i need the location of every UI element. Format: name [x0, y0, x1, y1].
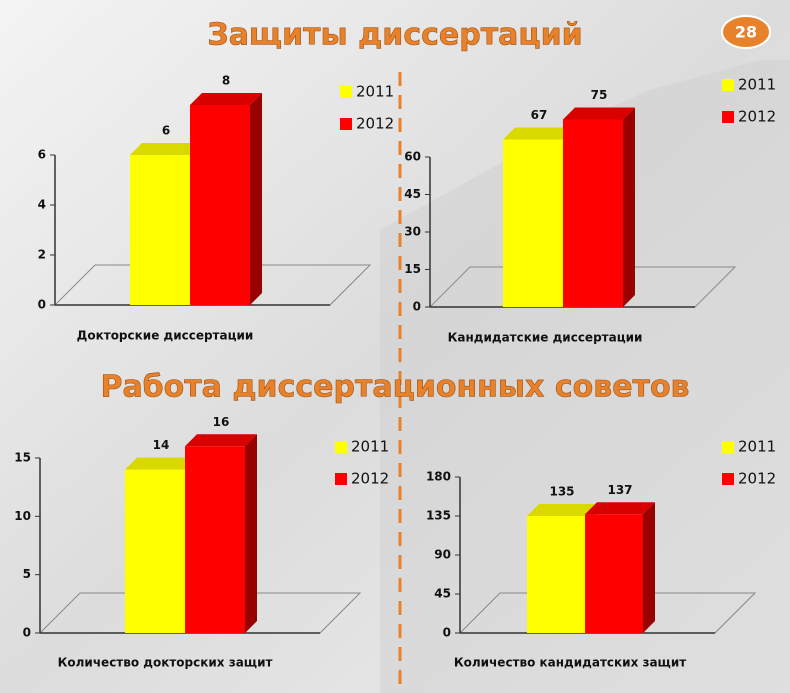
- page-number: 28: [735, 23, 757, 42]
- y-tick-label: 0: [413, 300, 421, 314]
- bar-top: [190, 93, 262, 105]
- legend-label: 2011: [356, 83, 394, 101]
- value-label: 137: [607, 483, 632, 497]
- x-category-label: Кандидатские диссертации: [448, 331, 643, 345]
- bar: [125, 469, 185, 633]
- bar-top: [125, 457, 197, 470]
- y-tick-label: 90: [434, 548, 451, 562]
- bar: [585, 514, 643, 633]
- x-category-label: Количество кандидатских защит: [454, 656, 686, 670]
- legend-label: 2012: [738, 108, 776, 126]
- y-tick-label: 0: [23, 626, 31, 640]
- bar: [130, 155, 190, 305]
- value-label: 8: [222, 74, 230, 88]
- bar: [563, 119, 623, 307]
- bar-top: [563, 107, 635, 120]
- legend-label: 2011: [351, 438, 389, 456]
- y-tick-label: 45: [404, 187, 421, 201]
- bar-top: [527, 504, 597, 516]
- page-badge: [721, 15, 771, 49]
- legend-swatch: [722, 473, 734, 485]
- bar-side: [623, 107, 635, 307]
- y-tick-label: 45: [434, 587, 451, 601]
- value-label: 14: [153, 438, 170, 452]
- bar: [527, 516, 585, 633]
- y-tick-label: 6: [38, 148, 46, 162]
- bar: [190, 105, 250, 305]
- value-label: 75: [591, 88, 608, 102]
- bar-side: [250, 93, 262, 305]
- bar-top: [585, 502, 655, 515]
- x-category-label: Докторские диссертации: [77, 329, 254, 343]
- legend-swatch: [722, 441, 734, 453]
- y-tick-label: 10: [14, 509, 31, 523]
- value-label: 16: [213, 415, 230, 429]
- y-tick-label: 0: [443, 626, 451, 640]
- bar-top: [130, 143, 202, 155]
- legend-swatch: [335, 473, 347, 485]
- y-tick-label: 5: [23, 567, 31, 581]
- y-tick-label: 180: [426, 470, 451, 484]
- legend-label: 2011: [738, 76, 776, 94]
- legend-swatch: [722, 79, 734, 91]
- value-label: 6: [162, 124, 170, 138]
- bar: [185, 446, 245, 633]
- legend-label: 2012: [356, 115, 394, 133]
- legend-label: 2012: [351, 470, 389, 488]
- y-tick-label: 15: [404, 262, 421, 276]
- bar-side: [245, 434, 257, 633]
- bar-top: [185, 434, 257, 447]
- x-category-label: Количество докторских защит: [58, 656, 273, 670]
- y-tick-label: 30: [404, 225, 421, 239]
- legend-label: 2012: [738, 470, 776, 488]
- bar-top: [503, 127, 575, 140]
- value-label: 67: [531, 108, 548, 122]
- y-tick-label: 2: [38, 248, 46, 262]
- y-tick-label: 135: [426, 509, 451, 523]
- value-label: 135: [549, 485, 574, 499]
- legend-label: 2011: [738, 438, 776, 456]
- legend-swatch: [335, 441, 347, 453]
- bar: [503, 139, 563, 307]
- y-tick-label: 0: [38, 298, 46, 312]
- legend-swatch: [340, 86, 352, 98]
- y-tick-label: 4: [38, 198, 46, 212]
- section-title: Защиты диссертаций: [207, 18, 582, 53]
- legend-swatch: [340, 118, 352, 130]
- legend-swatch: [722, 111, 734, 123]
- y-tick-label: 15: [14, 450, 31, 464]
- y-tick-label: 60: [404, 150, 421, 164]
- background-shape: [380, 60, 790, 693]
- section-title: Работа диссертационных советов: [100, 370, 689, 405]
- bar-side: [643, 502, 655, 633]
